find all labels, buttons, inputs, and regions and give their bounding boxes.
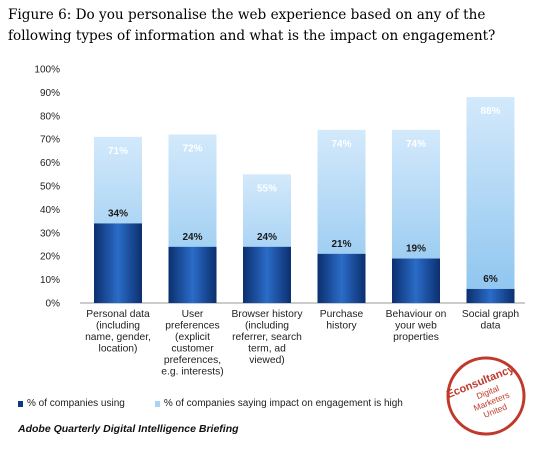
bar-chart: 0% 10% 20% 30% 40% 50% 60% 70% 80% 90% 100% 71% 34%… — [34, 65, 525, 378]
label-impact-1: 72% — [182, 144, 202, 155]
label-using-4: 19% — [406, 244, 426, 255]
label-using-3: 21% — [331, 239, 351, 250]
y-tick-label: 90% — [40, 88, 60, 99]
y-axis: 0% 10% 20% 30% 40% 50% 60% 70% 80% 90% 100% — [34, 65, 525, 310]
y-tick-label: 20% — [40, 252, 60, 263]
category-label-line: Behaviour on — [386, 309, 447, 320]
category-label-2: Browser history (including referrer, searc… — [232, 309, 304, 366]
label-using-1: 24% — [182, 232, 202, 243]
y-tick-label: 40% — [40, 205, 60, 216]
legend-item-impact: % of companies saying impact on engageme… — [154, 398, 403, 409]
label-impact-4: 74% — [406, 139, 426, 150]
series-using-bars — [94, 223, 515, 303]
label-using-2: 24% — [257, 232, 277, 243]
bar-using-0 — [94, 223, 142, 303]
category-label-line: e.g. interests) — [161, 367, 223, 378]
label-using-0: 34% — [108, 208, 128, 219]
legend-label-impact: % of companies saying impact on engageme… — [163, 398, 403, 409]
y-tick-label: 50% — [40, 182, 60, 193]
legend-item-using: % of companies using — [18, 398, 125, 409]
bar-using-2 — [243, 246, 291, 303]
label-impact-2: 55% — [257, 183, 277, 194]
category-label-line: name, gender, — [85, 332, 151, 343]
legend: % of companies using % of companies sayi… — [18, 398, 433, 409]
econsultancy-logo: Econsultancy Digital Marketers United — [445, 356, 526, 436]
category-label-line: customer — [171, 344, 214, 355]
label-impact-5: 88% — [480, 106, 500, 117]
category-label-line: your web — [395, 321, 437, 332]
bar-using-4 — [392, 258, 440, 303]
legend-swatch-light — [154, 400, 160, 407]
figure-title: Figure 6: Do you personalise the web exp… — [8, 7, 496, 44]
y-tick-label: 10% — [40, 275, 60, 286]
category-label-line: referrer, search — [232, 332, 302, 343]
bar-impact-5 — [466, 97, 515, 303]
legend-label-using: % of companies using — [27, 398, 125, 409]
bar-using-3 — [317, 253, 366, 303]
bar-using-5 — [466, 288, 515, 303]
category-label-line: (including — [96, 321, 140, 332]
y-tick-label: 80% — [40, 111, 60, 122]
category-label-5: Social graph data — [462, 309, 520, 332]
data-labels: 71% 34% 72% 24% 55% 24% 74% 21% 74% 19% 88% 6% — [108, 106, 501, 285]
category-label-1: User preferences (explicit customer preferen… — [161, 309, 223, 378]
series-impact-bars — [94, 97, 515, 303]
category-labels: Personal data (including name, gender, loca… — [85, 309, 519, 378]
category-label-line: viewed) — [249, 355, 284, 366]
category-label-3: Purchase history — [320, 309, 364, 332]
category-label-line: Purchase — [320, 309, 364, 320]
category-label-line: Social graph — [462, 309, 520, 320]
y-tick-label: 60% — [40, 158, 60, 169]
bar-using-1 — [168, 246, 217, 303]
y-tick-label: 70% — [40, 135, 60, 146]
category-label-4: Behaviour on your web properties — [386, 309, 447, 343]
category-label-line: history — [326, 321, 357, 332]
category-label-line: preferences, — [164, 355, 221, 366]
y-tick-label: 30% — [40, 228, 60, 239]
label-using-5: 6% — [483, 274, 498, 285]
category-label-line: properties — [393, 332, 439, 343]
legend-swatch-dark — [18, 400, 23, 407]
category-label-line: location) — [99, 344, 138, 355]
category-label-line: Browser history — [232, 309, 304, 320]
label-impact-0: 71% — [108, 146, 128, 157]
category-label-line: (explicit — [175, 332, 210, 343]
y-tick-label: 0% — [46, 299, 61, 310]
category-label-line: (including — [245, 321, 289, 332]
label-impact-3: 74% — [331, 139, 351, 150]
source-note: Adobe Quarterly Digital Intelligence Bri… — [18, 423, 239, 435]
category-label-0: Personal data (including name, gender, loca… — [85, 309, 151, 355]
category-label-line: preferences — [165, 321, 219, 332]
category-label-line: term, ad — [248, 344, 286, 355]
category-label-line: User — [182, 309, 204, 320]
category-label-line: data — [480, 321, 500, 332]
y-tick-label: 100% — [34, 65, 60, 76]
category-label-line: Personal data — [86, 309, 150, 320]
